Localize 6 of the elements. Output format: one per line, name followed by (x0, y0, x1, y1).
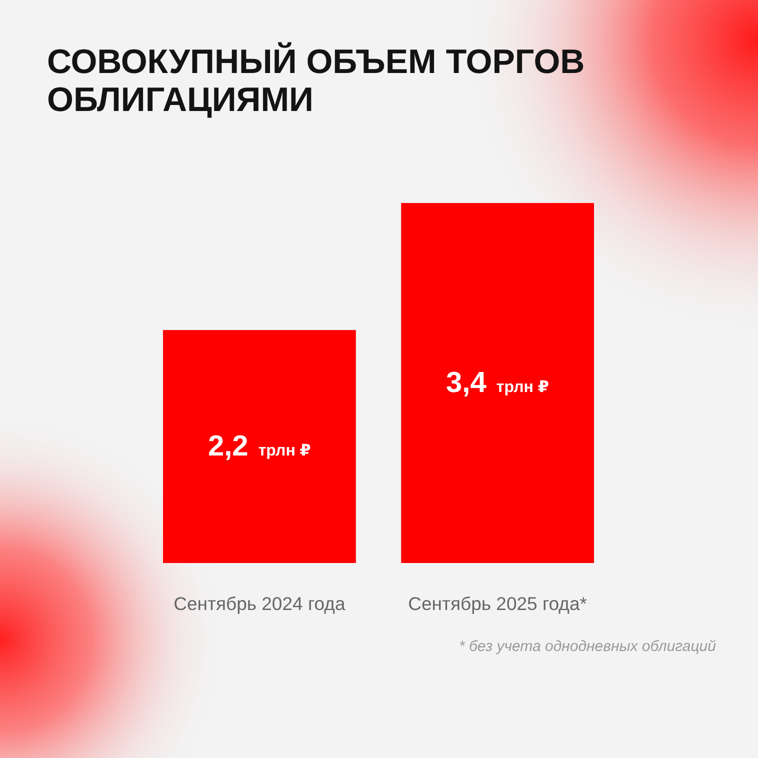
data-label: 3,4 трлн ₽ (446, 367, 550, 399)
data-label: 2,2 трлн ₽ (208, 430, 311, 463)
x-tick-label: Сентябрь 2024 года (174, 593, 346, 614)
x-tick-label: Сентябрь 2025 года* (408, 593, 587, 614)
chart-title: СОВОКУПНЫЙ ОБЪЕМ ТОРГОВ ОБЛИГАЦИЯМИ (47, 42, 585, 119)
text: * без учета однодневных облигаций (458, 638, 717, 655)
